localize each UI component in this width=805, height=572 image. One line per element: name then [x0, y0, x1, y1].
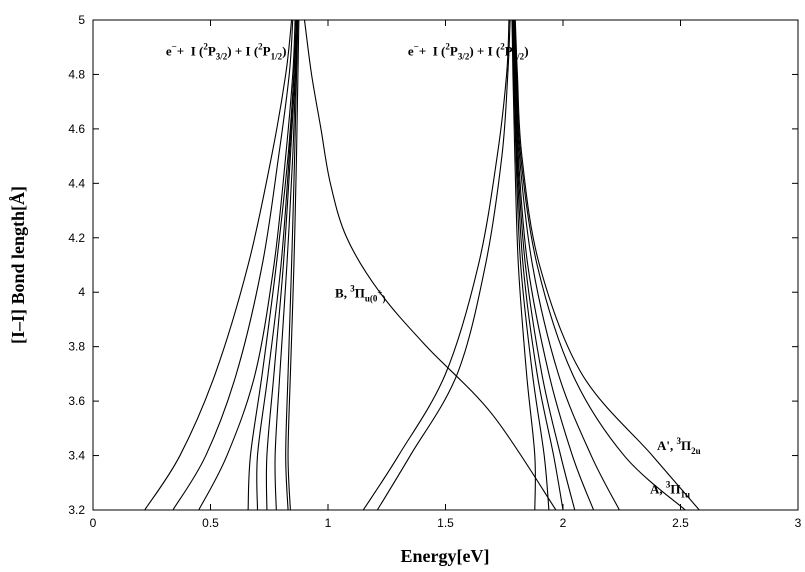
annotation-part: B, — [335, 286, 350, 301]
annotation-part: ) + I ( — [227, 43, 258, 58]
annotation-part: 2 — [258, 41, 263, 51]
annotation-part: u — [365, 294, 370, 304]
annotation-part: e — [166, 43, 172, 58]
annotation-part: P — [450, 43, 458, 58]
annotation-asym1: e−+ I (2P3/2) + I (2P1/2) — [166, 41, 287, 61]
curve-line — [513, 19, 595, 511]
axis-ticks: 0 0.5 1 1.5 2 2.5 3 3.2 3.4 3.6 3.8 4 4.2 4.4 4.6 4.8 5 — [68, 13, 801, 530]
annotation-part: 3 — [677, 436, 682, 446]
curve-line — [513, 19, 620, 511]
curve-line — [514, 19, 700, 511]
y-tick-label: 4.8 — [68, 67, 85, 81]
annotation-part: 1/2 — [271, 51, 283, 61]
annotation-part: + — [377, 288, 382, 298]
annotation-part: 2 — [203, 41, 208, 51]
x-tick-label: 0 — [90, 516, 97, 530]
annotation-part: (0 — [370, 294, 378, 304]
curve-line — [256, 19, 297, 511]
x-axis-title: Energy[eV] — [401, 546, 490, 566]
annotation-part: ) — [524, 43, 528, 58]
annotation-part: 3 — [350, 284, 355, 294]
annotation-part: Π — [355, 286, 365, 301]
annotation-part: ) — [383, 294, 386, 304]
annotation-part: ) — [282, 43, 286, 58]
annotation-B: B, 3Πu(0+) — [335, 284, 385, 304]
x-tick-label: 1 — [325, 516, 332, 530]
curve-line — [198, 19, 296, 511]
annotation-part: + — [419, 43, 433, 58]
y-tick-label: 4.4 — [68, 176, 85, 190]
annotation-part: A', — [657, 438, 677, 453]
annotation-part: 1u — [680, 490, 690, 500]
annotations: e−+ I (2P3/2) + I (2P1/2) e−+ I (2P3/2) +… — [166, 41, 701, 499]
curve-line — [144, 19, 293, 511]
annotation-part: e — [408, 43, 414, 58]
y-tick-label: 3.2 — [68, 503, 85, 517]
x-tick-label: 2.5 — [672, 516, 689, 530]
plot-frame — [92, 19, 799, 511]
curve-line — [376, 19, 511, 511]
curve-line — [287, 19, 300, 511]
annotation-part: 3/2 — [216, 51, 228, 61]
annotation-part: P — [208, 43, 216, 58]
curve-line — [511, 19, 536, 511]
curve-line — [303, 19, 557, 511]
annotation-part: 3/2 — [513, 51, 525, 61]
annotation-part: 2 — [445, 41, 450, 51]
y-tick-label: 3.6 — [68, 394, 85, 408]
y-axis-title: [I–I] Bond length[Å] — [8, 186, 28, 344]
curve-line — [172, 19, 294, 511]
annotation-part: + — [177, 43, 191, 58]
curve-line — [514, 19, 686, 511]
y-tick-label: 3.8 — [68, 340, 85, 354]
x-tick-label: 1.5 — [437, 516, 454, 530]
annotation-part: I ( — [191, 43, 204, 58]
x-tick-label: 0.5 — [202, 516, 219, 530]
annotation-part: Π — [681, 438, 691, 453]
annotation-part: 3/2 — [458, 51, 470, 61]
y-tick-label: 3.4 — [68, 449, 85, 463]
x-tick-label: 3 — [795, 516, 802, 530]
annotation-part: Π — [670, 482, 680, 497]
x-tick-label: 2 — [560, 516, 567, 530]
curve-line — [362, 19, 510, 511]
annotation-asym2: e−+ I (2P3/2) + I (2P3/2) — [408, 41, 529, 61]
annotation-Aprime: A', 3Π2u — [657, 436, 701, 456]
annotation-part: A, — [650, 482, 666, 497]
y-tick-label: 4 — [78, 285, 85, 299]
annotation-part: P — [263, 43, 271, 58]
annotation-part: ) + I ( — [469, 43, 500, 58]
annotation-part: 2u — [691, 446, 701, 456]
curve-line — [512, 19, 576, 511]
curves — [144, 19, 700, 511]
y-tick-label: 4.6 — [68, 122, 85, 136]
curve-line — [274, 19, 298, 511]
annotation-part: − — [172, 41, 177, 51]
curve-line — [285, 19, 299, 511]
y-tick-label: 5 — [78, 13, 85, 27]
curve-line — [247, 19, 297, 511]
annotation-part: − — [414, 41, 419, 51]
annotation-A: A, 3Π1u — [650, 480, 690, 500]
annotation-part: P — [505, 43, 513, 58]
annotation-part: 2 — [500, 41, 505, 51]
annotation-part: I ( — [433, 43, 446, 58]
annotation-part: 3 — [666, 480, 671, 490]
y-tick-label: 4.2 — [68, 231, 85, 245]
